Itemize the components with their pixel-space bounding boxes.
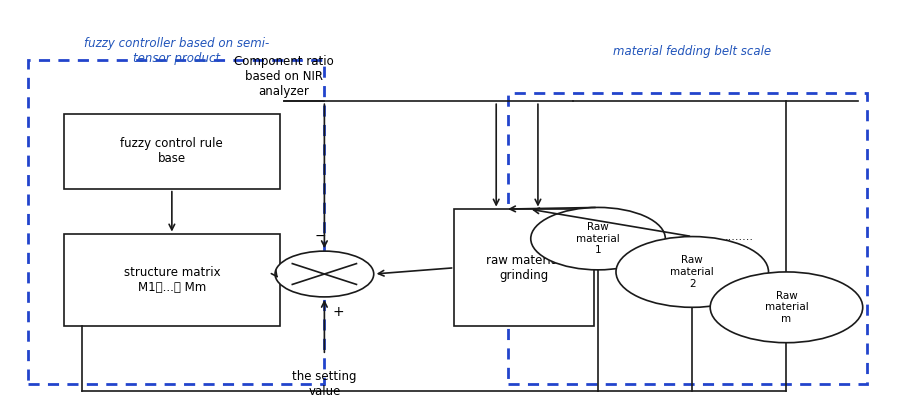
Text: +: +: [332, 305, 344, 319]
Text: structure matrix
M1、...， Mm: structure matrix M1、...， Mm: [123, 266, 220, 294]
Circle shape: [710, 272, 863, 343]
Text: Component ratio
based on NIR
analyzer: Component ratio based on NIR analyzer: [234, 55, 334, 98]
Circle shape: [531, 207, 665, 270]
Text: Raw
material
m: Raw material m: [765, 291, 808, 324]
Text: material fedding belt scale: material fedding belt scale: [613, 45, 771, 58]
Circle shape: [616, 237, 769, 307]
Text: the setting
value: the setting value: [292, 370, 356, 398]
FancyBboxPatch shape: [64, 235, 280, 326]
Text: fuzzy control rule
base: fuzzy control rule base: [121, 137, 223, 165]
Text: ........: ........: [724, 232, 753, 242]
FancyBboxPatch shape: [64, 114, 280, 189]
FancyBboxPatch shape: [454, 210, 594, 326]
Text: raw material
grinding: raw material grinding: [486, 254, 562, 282]
Text: Raw
material
2: Raw material 2: [670, 255, 714, 289]
Text: Raw
material
1: Raw material 1: [576, 222, 620, 255]
Text: fuzzy controller based on semi-
tensor product: fuzzy controller based on semi- tensor p…: [84, 37, 269, 65]
Text: −: −: [314, 229, 326, 243]
Circle shape: [275, 251, 374, 297]
